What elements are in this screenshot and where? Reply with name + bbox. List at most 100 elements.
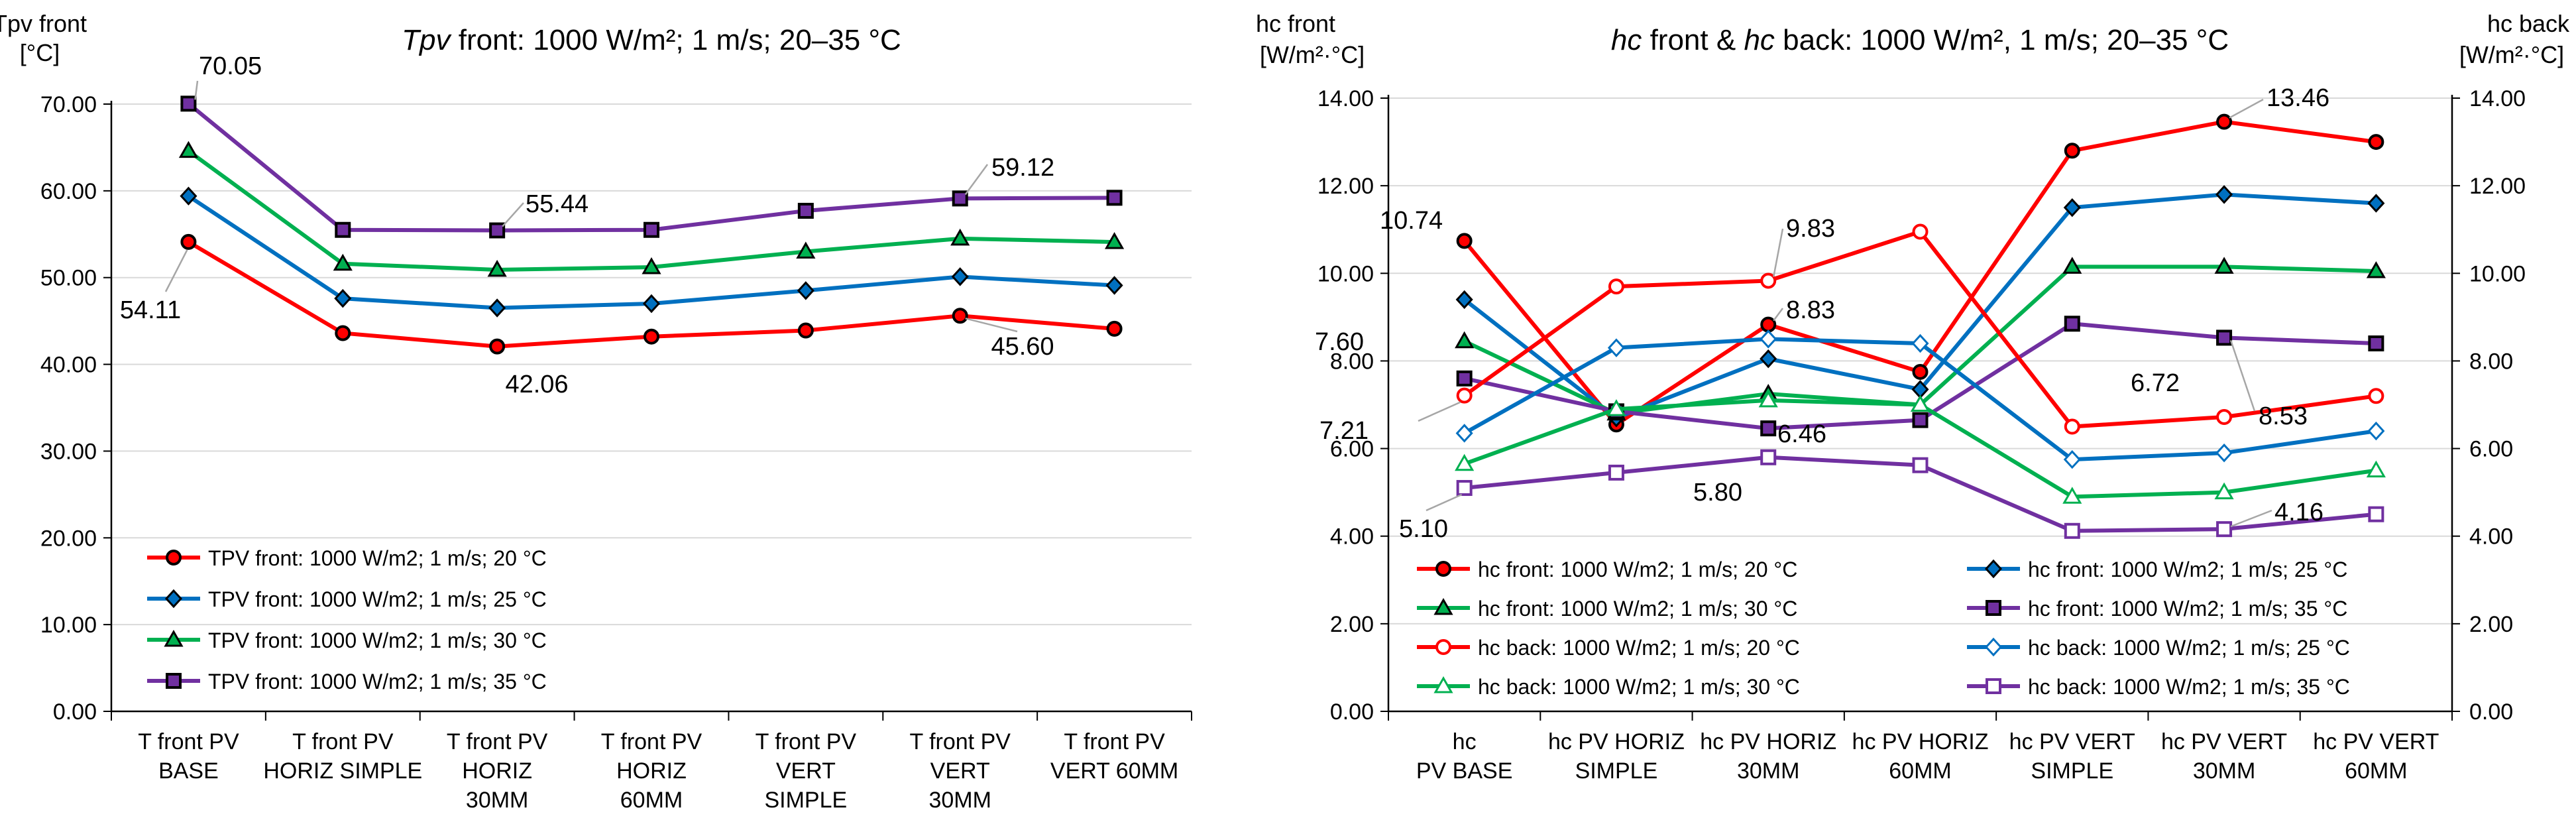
right-annotation-label: 10.74 bbox=[1380, 207, 1443, 235]
right-data-point bbox=[1911, 333, 1929, 353]
left-data-point bbox=[642, 294, 661, 314]
left-data-point bbox=[1106, 190, 1123, 206]
left-data-point bbox=[1104, 232, 1125, 249]
right-data-point bbox=[1456, 370, 1473, 387]
left-y-tick-label: 0.00 bbox=[53, 699, 97, 725]
right-data-point bbox=[2216, 113, 2233, 130]
left-annotation-leader bbox=[164, 249, 188, 292]
left-annotation-label: 70.05 bbox=[199, 52, 262, 80]
left-x-tick-label: T front PV bbox=[756, 729, 857, 754]
right-annotation-leader bbox=[1426, 493, 1463, 512]
right-x-tick-label: hc PV HORIZ bbox=[1700, 729, 1836, 754]
right-annotation-label: 6.46 bbox=[1777, 420, 1826, 448]
right-ylabel-left-unit: [W/m²·°C] bbox=[1260, 41, 1365, 68]
left-legend-label: TPV front: 1000 W/m2; 1 m/s; 30 °C bbox=[208, 628, 547, 652]
right-legend-marker bbox=[1433, 676, 1453, 693]
left-annotation-label: 55.44 bbox=[526, 190, 588, 218]
right-data-point bbox=[1607, 338, 1625, 357]
left-data-point bbox=[335, 221, 351, 238]
right-data-point bbox=[2368, 506, 2384, 522]
right-x-tick-label: 30MM bbox=[1737, 758, 1799, 784]
right-chart: 0.00 0.00 2.00 2.00 4.00 4.00 6.00 6.00 8.00 8.00… bbox=[1256, 10, 2570, 784]
right-data-point bbox=[1455, 424, 1473, 443]
left-title-italic: Tpv bbox=[402, 24, 452, 56]
right-x-tick-label: hc PV HORIZ bbox=[1852, 729, 1989, 754]
right-x-tick-label: hc PV VERT bbox=[2161, 729, 2287, 754]
left-x-tick-label: HORIZ SIMPLE bbox=[263, 758, 422, 784]
right-annotation-label: 8.53 bbox=[2259, 402, 2308, 430]
right-x-tick-label: hc PV VERT bbox=[2009, 729, 2135, 754]
left-data-point bbox=[797, 281, 814, 300]
right-data-point bbox=[2214, 257, 2234, 274]
right-data-point bbox=[1760, 449, 1777, 465]
left-y-tick-label: 50.00 bbox=[40, 266, 97, 291]
left-data-point bbox=[952, 190, 968, 207]
left-data-point bbox=[797, 202, 814, 219]
left-x-tick-label: 30MM bbox=[466, 788, 528, 813]
right-data-point bbox=[1912, 412, 1929, 428]
left-chart-title: Tpv front: 1000 W/m²; 1 m/s; 20–35 °C bbox=[402, 24, 901, 56]
left-legend-marker bbox=[166, 673, 182, 689]
right-data-point bbox=[2063, 198, 2081, 217]
right-data-point bbox=[1758, 390, 1778, 408]
left-data-point bbox=[178, 141, 199, 158]
left-title-rest: front: 1000 W/m²; 1 m/s; 20–35 °C bbox=[451, 24, 901, 56]
left-legend-marker bbox=[164, 629, 184, 647]
right-annotation-label: 8.83 bbox=[1786, 296, 1835, 324]
right-x-tick-label: 60MM bbox=[1889, 758, 1951, 784]
right-x-tick-label: SIMPLE bbox=[2031, 758, 2113, 784]
right-data-point bbox=[2216, 409, 2233, 425]
right-data-point bbox=[1608, 464, 1624, 481]
right-y-right-tick-label: 4.00 bbox=[2469, 524, 2513, 550]
right-y-right-tick-label: 6.00 bbox=[2469, 437, 2513, 462]
right-data-point bbox=[2064, 316, 2080, 332]
right-data-point bbox=[1608, 278, 1624, 295]
left-x-tick-label: BASE bbox=[158, 758, 219, 784]
right-data-point bbox=[1760, 420, 1777, 437]
right-legend-label: hc front: 1000 W/m2; 1 m/s; 25 °C bbox=[2028, 558, 2347, 581]
left-data-point bbox=[488, 298, 506, 318]
right-data-point bbox=[2368, 335, 2384, 351]
right-data-point bbox=[1760, 329, 1777, 349]
right-data-point bbox=[1455, 331, 1475, 349]
left-x-tick-label: VERT 60MM bbox=[1050, 758, 1178, 784]
left-legend-marker bbox=[164, 589, 183, 609]
left-data-point bbox=[487, 259, 507, 277]
right-data-point bbox=[1760, 316, 1777, 333]
left-x-tick-label: 60MM bbox=[620, 788, 683, 813]
left-data-point bbox=[644, 328, 659, 345]
right-annotation-leader bbox=[1772, 228, 1784, 277]
right-data-point bbox=[1456, 233, 1473, 249]
right-annotation-label: 6.72 bbox=[2131, 369, 2180, 397]
right-data-point bbox=[2062, 257, 2082, 274]
right-data-point bbox=[2366, 460, 2386, 478]
left-x-tick-label: T front PV bbox=[138, 729, 239, 754]
left-data-point bbox=[335, 325, 351, 341]
right-annotation-label: 9.83 bbox=[1786, 215, 1835, 243]
right-annotation-label: 13.46 bbox=[2267, 84, 2329, 112]
left-annotation-label: 45.60 bbox=[991, 333, 1054, 361]
right-y-left-tick-label: 14.00 bbox=[1317, 86, 1374, 111]
left-legend-marker bbox=[166, 550, 182, 566]
right-y-right-tick-label: 8.00 bbox=[2469, 349, 2513, 374]
right-y-left-tick-label: 12.00 bbox=[1317, 174, 1374, 199]
right-x-tick-label: 30MM bbox=[2193, 758, 2255, 784]
left-ylabel-unit: [°C] bbox=[20, 39, 60, 66]
right-y-left-tick-label: 8.00 bbox=[1330, 349, 1374, 374]
left-y-tick-label: 10.00 bbox=[40, 613, 97, 638]
right-data-point bbox=[2064, 522, 2080, 539]
right-y-left-tick-label: 10.00 bbox=[1317, 261, 1374, 286]
left-x-tick-label: 30MM bbox=[928, 788, 991, 813]
left-annotation-label: 54.11 bbox=[120, 296, 181, 324]
left-legend-label: TPV front: 1000 W/m2; 1 m/s; 25 °C bbox=[208, 587, 547, 611]
right-y-right-tick-label: 12.00 bbox=[2469, 174, 2526, 199]
left-annotation-leader bbox=[502, 202, 524, 227]
left-series-line bbox=[187, 149, 1115, 272]
left-data-point bbox=[952, 308, 968, 324]
right-y-left-tick-label: 0.00 bbox=[1330, 699, 1374, 725]
left-x-tick-label: VERT bbox=[776, 758, 836, 784]
right-title-part: back: 1000 W/m², 1 m/s; 20–35 °C bbox=[1775, 24, 2229, 56]
left-x-tick-label: HORIZ bbox=[462, 758, 532, 784]
left-data-point bbox=[1105, 276, 1123, 295]
